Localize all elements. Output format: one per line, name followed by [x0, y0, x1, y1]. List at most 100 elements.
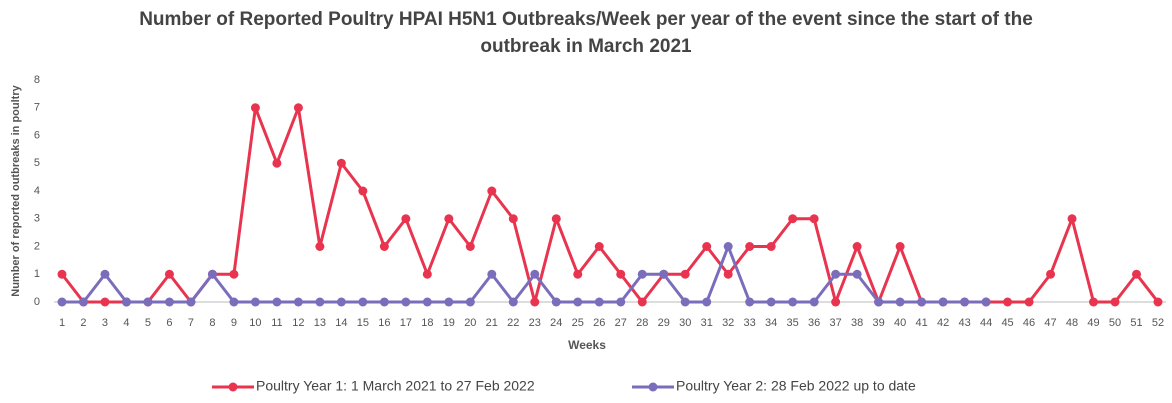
legend-marker: [228, 382, 238, 392]
data-point: [508, 214, 518, 224]
data-point: [637, 269, 647, 279]
x-tick-label: 11: [271, 317, 282, 329]
data-point: [422, 297, 432, 307]
series-line: [62, 245, 987, 304]
y-tick-label: 3: [34, 213, 40, 225]
data-point: [186, 297, 196, 307]
data-point: [336, 158, 346, 168]
data-point: [293, 103, 303, 113]
y-axis-label: Number of reported outbreaks in poultry: [10, 84, 22, 296]
data-point: [358, 186, 368, 196]
data-point: [1089, 297, 1099, 307]
data-point: [895, 297, 905, 307]
data-point: [100, 297, 110, 307]
data-point: [745, 297, 755, 307]
x-tick-label: 33: [744, 317, 756, 329]
data-point: [702, 297, 712, 307]
x-tick-label: 48: [1066, 317, 1078, 329]
data-point: [1003, 297, 1013, 307]
data-point: [164, 269, 174, 279]
x-tick-label: 34: [765, 317, 777, 329]
data-point: [809, 297, 819, 307]
x-tick-label: 6: [166, 317, 172, 329]
legend-label: Poultry Year 1: 1 March 2021 to 27 Feb 2…: [256, 378, 535, 394]
x-tick-label: 29: [658, 317, 670, 329]
data-point: [250, 297, 260, 307]
x-tick-label: 20: [464, 317, 476, 329]
x-tick-label: 14: [335, 317, 347, 329]
data-point: [315, 242, 325, 251]
x-tick-label: 43: [958, 317, 970, 329]
y-tick-label: 2: [34, 240, 40, 252]
data-point: [551, 297, 561, 307]
x-tick-label: 49: [1087, 317, 1099, 329]
x-axis-label: Weeks: [568, 338, 606, 352]
data-point: [530, 269, 540, 279]
data-point: [874, 297, 884, 307]
x-tick-label: 27: [615, 317, 627, 329]
data-point: [272, 158, 282, 168]
data-point: [702, 242, 712, 251]
x-tick-label: 28: [636, 317, 648, 329]
x-tick-label: 24: [550, 317, 562, 329]
data-point: [530, 297, 540, 307]
legend-label: Poultry Year 2: 28 Feb 2022 up to date: [676, 378, 916, 394]
data-point: [788, 297, 798, 307]
data-point: [551, 214, 561, 224]
data-point: [164, 297, 174, 307]
data-point: [207, 269, 217, 279]
data-point: [250, 103, 260, 113]
data-point: [981, 297, 991, 307]
x-tick-label: 13: [314, 317, 326, 329]
data-point: [143, 297, 153, 307]
data-point: [895, 242, 905, 251]
x-tick-label: 37: [830, 317, 842, 329]
data-point: [831, 297, 841, 307]
x-tick-label: 18: [421, 317, 433, 329]
data-point: [1110, 297, 1120, 307]
x-tick-label: 50: [1109, 317, 1121, 329]
x-tick-label: 10: [249, 317, 261, 329]
data-point: [680, 297, 690, 307]
data-point: [917, 297, 927, 307]
x-tick-label: 19: [443, 317, 455, 329]
x-tick-label: 9: [231, 317, 237, 329]
data-point: [401, 214, 411, 224]
data-point: [723, 242, 733, 251]
data-point: [272, 297, 282, 307]
x-tick-label: 3: [102, 317, 108, 329]
x-tick-label: 51: [1130, 317, 1142, 329]
data-point: [637, 297, 647, 307]
y-tick-label: 6: [34, 129, 40, 141]
y-tick-label: 1: [34, 268, 40, 280]
data-point: [401, 297, 411, 307]
data-point: [229, 297, 239, 307]
x-tick-label: 22: [507, 317, 519, 329]
legend-marker: [648, 382, 658, 392]
data-point: [1132, 269, 1142, 279]
x-tick-label: 17: [400, 317, 412, 329]
x-tick-label: 12: [292, 317, 304, 329]
x-tick-label: 25: [572, 317, 584, 329]
x-tick-label: 5: [145, 317, 151, 329]
data-point: [938, 297, 948, 307]
x-tick-label: 36: [808, 317, 820, 329]
x-tick-label: 26: [593, 317, 605, 329]
data-point: [573, 269, 583, 279]
x-tick-label: 46: [1023, 317, 1035, 329]
x-tick-label: 45: [1001, 317, 1013, 329]
data-point: [422, 269, 432, 279]
data-point: [508, 297, 518, 307]
x-tick-label: 38: [851, 317, 863, 329]
data-point: [766, 297, 776, 307]
data-point: [315, 297, 325, 307]
data-point: [57, 297, 67, 307]
x-tick-label: 21: [486, 317, 498, 329]
x-tick-label: 8: [209, 317, 215, 329]
data-point: [379, 297, 389, 307]
x-tick-label: 7: [188, 317, 194, 329]
x-tick-label: 39: [873, 317, 885, 329]
data-point: [573, 297, 583, 307]
